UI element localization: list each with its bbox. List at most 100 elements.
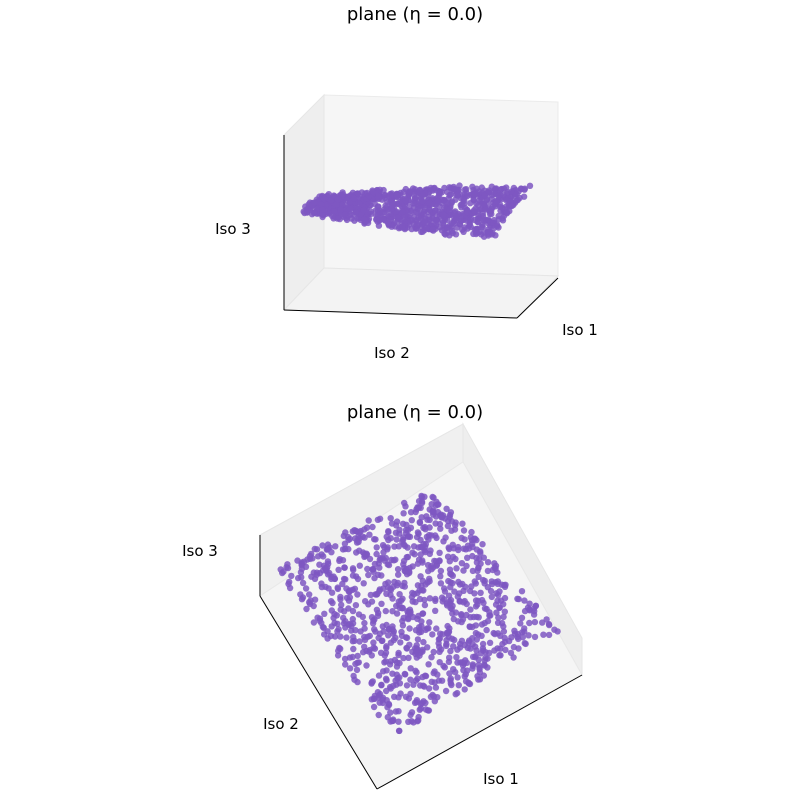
scatter-point [338,601,345,609]
scatter-point [341,545,349,553]
scatter-point [366,531,373,538]
scatter-point [526,619,533,627]
scatter-point [546,621,553,629]
scatter-point [446,566,454,573]
scatter-point [521,597,528,604]
scatter-point [411,191,418,198]
scatter-point [443,637,450,644]
scatter-point [383,644,390,652]
scatter-point [286,584,294,592]
scatter-point [430,508,437,516]
scatter-point [391,201,398,208]
scatter-point [387,639,395,646]
scatter-point [531,608,538,615]
subplot-1-zlabel: Iso 3 [215,220,251,238]
scatter-point [388,520,396,527]
scatter-point [399,605,406,612]
scatter-point [443,505,450,512]
scatter-point [469,640,476,648]
scatter-point [401,670,408,678]
scatter-point [484,567,492,575]
scatter-point [458,618,465,626]
scatter-point [330,573,337,580]
scatter-point [390,557,397,564]
scatter-point [495,224,502,231]
scatter-point [364,565,371,573]
scatter-point [395,571,402,578]
scatter-point [384,546,391,553]
scatter-point [425,661,432,668]
scatter-point [405,526,412,533]
scatter-point [396,530,403,537]
scatter-point [403,682,411,689]
scatter-point [349,620,357,627]
scatter-point [306,591,313,598]
scatter-point [502,646,509,654]
scatter-point [444,188,451,196]
scatter-point [350,672,357,680]
scatter-point [383,677,390,684]
scatter-point [362,552,369,560]
scatter-point [438,189,445,196]
scatter-point [476,665,483,673]
scatter-point [503,209,511,216]
scatter-point [341,608,348,615]
scatter-point [341,540,349,547]
scatter-point [436,224,443,231]
scatter-point [350,566,357,574]
scatter-point [447,675,454,682]
scatter-point [514,595,521,602]
scatter-point [297,569,305,576]
scatter-point [444,553,452,560]
scatter-point [446,208,453,215]
scatter-point [306,599,313,606]
scatter-point [464,644,471,652]
scatter-point [316,561,323,568]
scatter-point [389,623,396,630]
scatter-point [335,626,342,633]
scatter-point [432,532,439,539]
scatter-point [399,208,406,215]
scatter-point [481,577,488,585]
scatter-point [436,557,443,564]
scatter-point [421,219,428,226]
scatter-point [460,567,467,574]
scatter-point [446,654,453,661]
scatter-point [459,662,467,669]
scatter-point [426,595,434,602]
scatter-point [451,588,458,595]
scatter-point [446,514,453,521]
scatter-point [422,548,429,556]
scatter-point [423,224,430,232]
scatter-point [432,216,440,224]
scatter-point [318,583,326,591]
scatter-point [396,591,403,598]
scatter-point [478,197,485,204]
scatter-point [432,684,440,691]
scatter-point [374,689,382,696]
scatter-point [467,216,475,223]
scatter-point [455,682,462,689]
subplot-2-points [277,492,561,735]
scatter-point [377,649,385,656]
scatter-point [463,611,470,619]
scatter-point [422,626,429,634]
scatter-point [481,192,488,200]
scatter-point [352,627,359,634]
scatter-point [407,509,415,516]
scatter-point [510,643,518,651]
scatter-point [444,522,452,530]
scatter-point [521,625,528,632]
scatter-point [363,189,371,197]
scatter-point [462,671,469,678]
scatter-point [517,185,525,192]
scatter-point [472,622,480,629]
scatter-point [311,575,319,582]
scatter-point [345,597,353,604]
scatter-point [431,679,438,686]
scatter-point [369,188,376,195]
scatter-point [385,579,392,586]
scatter-point [453,213,460,220]
scatter-point [466,623,473,630]
